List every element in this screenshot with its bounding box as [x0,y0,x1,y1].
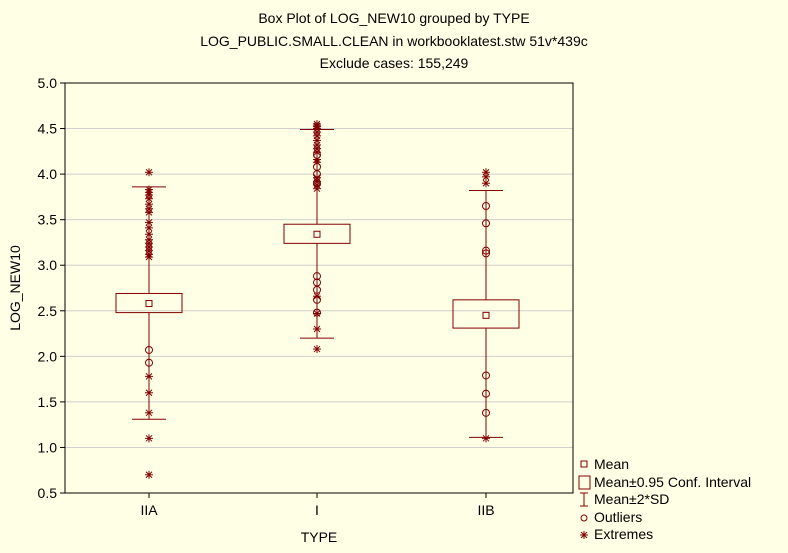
extreme-point [482,179,490,188]
plot-frame [64,82,574,494]
circle-icon [578,509,594,526]
legend-entry-extremes: Extremes [578,526,751,544]
extreme-point [313,292,321,301]
extreme-point [313,325,321,333]
mean-marker [482,311,490,319]
y-tick-label: 4.0 [38,166,58,182]
x-tick-label: IIA [140,502,158,518]
legend-entry-sd: Mean±2*SD [578,491,751,509]
y-tick-label: 2.5 [38,303,58,319]
outlier-point [482,202,490,210]
legend-entry-outliers: Outliers [578,509,751,527]
y-tick-label: 1.5 [38,394,58,410]
x-tick-label: I [315,502,319,518]
extreme-point [145,208,153,217]
legend-label-extremes: Extremes [594,526,654,542]
extreme-point [145,388,153,397]
extreme-point [145,372,153,381]
y-tick-label: 3.0 [38,257,58,273]
y-tick-label: 0.5 [38,485,58,501]
whisker-icon [578,491,594,508]
mean-marker [313,230,321,238]
y-tick-label: 5.0 [38,75,58,91]
y-tick-label: 1.0 [38,439,58,455]
extreme-point [145,218,153,227]
extreme-point [313,184,321,193]
outlier-point [482,249,490,258]
extreme-point [145,230,153,239]
star-icon [578,526,594,543]
extreme-point [313,158,321,167]
legend-entry-ci: Mean±0.95 Conf. Interval [578,474,751,492]
legend-label-mean: Mean [594,456,630,472]
mean-marker [145,299,153,307]
extreme-point [482,434,490,443]
y-axis-label: LOG_NEW10 [7,245,23,331]
extreme-point [145,253,153,262]
chart-title-line-2: LOG_PUBLIC.SMALL.CLEAN in workbooklatest… [200,33,588,49]
outlier-point [482,371,490,380]
y-tick-label: 3.5 [38,212,58,228]
extreme-point [145,168,153,177]
confidence-box [115,292,183,314]
plot-area [65,83,573,493]
outlier-point [145,345,153,354]
box-icon [578,474,594,491]
y-tick-label: 4.5 [38,121,58,137]
extreme-point [313,148,321,157]
outlier-point [145,358,153,367]
confidence-box [283,223,351,244]
extreme-point [145,408,153,417]
extreme-point [482,172,490,181]
extreme-point [145,434,153,443]
legend-label-ci: Mean±0.95 Conf. Interval [594,473,752,490]
legend-label-sd: Mean±2*SD [594,491,670,507]
chart-legend: Mean Mean±0.95 Conf. Interval Mean±2*SD … [578,456,751,544]
chart-title-line-1: Box Plot of LOG_NEW10 grouped by TYPE [258,10,530,26]
chart-title-line-3: Exclude cases: 155,249 [319,55,469,71]
x-tick-label: IIB [477,502,494,518]
extreme-point [145,470,153,479]
outlier-point [482,246,490,255]
outlier-point [313,272,321,281]
outlier-point [482,408,490,417]
extreme-point [313,345,321,354]
legend-entry-mean: Mean [578,456,751,474]
confidence-box [452,299,520,329]
x-axis-label: TYPE [301,529,338,545]
extreme-point [313,309,321,318]
legend-label-outliers: Outliers [594,508,643,525]
outlier-point [482,219,490,228]
mean-square-icon [578,456,594,473]
y-tick-label: 2.0 [38,348,58,364]
outlier-point [482,389,490,398]
